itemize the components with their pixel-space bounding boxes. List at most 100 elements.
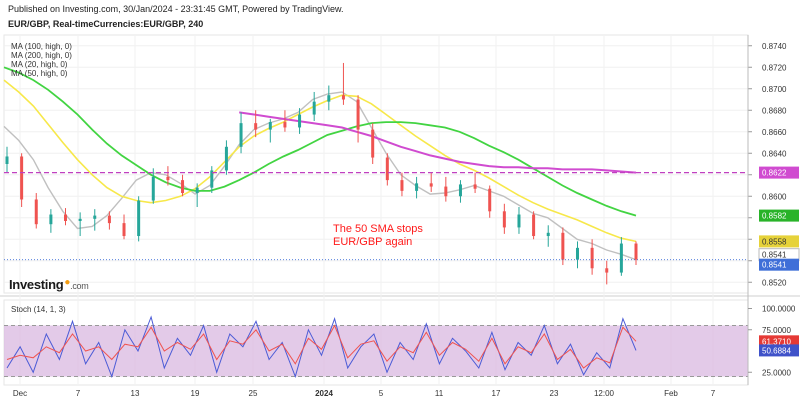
candle-body — [634, 243, 638, 260]
x-tick-label: 19 — [191, 389, 200, 398]
candle-body — [20, 156, 24, 200]
ma-label-50[interactable]: MA (50, high, 0) — [11, 69, 68, 78]
x-tick-label: Dec — [13, 389, 27, 398]
candle-body — [5, 156, 9, 164]
ma-line-1000 — [3, 66, 637, 217]
investing-logo: Investing●.com — [9, 277, 89, 292]
candle-body — [107, 215, 111, 224]
price-box-bg — [759, 209, 799, 222]
candle-body — [532, 214, 536, 237]
x-tick-label: 23 — [550, 389, 559, 398]
annotation-line-1: The 50 SMA stops — [333, 223, 423, 235]
candle-body — [268, 122, 272, 130]
candle-body — [283, 122, 287, 128]
candle-body — [444, 186, 448, 197]
logo-mark-icon: ● — [64, 277, 71, 288]
x-tick-label: 7 — [711, 389, 716, 398]
price-tick-label: 0.8660 — [762, 128, 787, 137]
stoch-box-label: 50.6884 — [762, 346, 791, 355]
chart-annotation: The 50 SMA stops EUR/GBP again — [333, 223, 423, 249]
price-box-label: 0.8541 — [762, 251, 787, 260]
price-box-bg — [759, 258, 799, 271]
candle-body — [458, 184, 462, 197]
candle-body — [78, 218, 82, 221]
candle-body — [195, 187, 199, 194]
ma-line-2000 — [239, 111, 637, 174]
candle-body — [546, 232, 550, 237]
price-box-label: 0.8622 — [762, 169, 787, 178]
price-box-label: 0.8582 — [762, 212, 787, 221]
stoch-tick-label: 100.0000 — [762, 305, 796, 314]
x-tick-label: 11 — [435, 389, 444, 398]
x-tick-label: 13 — [131, 389, 140, 398]
candle-body — [341, 95, 345, 100]
candle-body — [166, 176, 170, 181]
candle-body — [371, 129, 375, 158]
price-tick-label: 0.8700 — [762, 85, 787, 94]
candle-body — [137, 200, 141, 237]
price-tick-label: 0.8600 — [762, 192, 787, 201]
logo-suffix: .com — [70, 281, 89, 291]
price-tick-label: 0.8680 — [762, 106, 787, 115]
stoch-line-d — [6, 324, 637, 369]
candle-body — [400, 180, 404, 191]
stochastic-pane — [4, 315, 748, 379]
price-box-bg — [759, 235, 799, 248]
x-tick-label: 5 — [379, 389, 384, 398]
candle-body — [210, 170, 214, 188]
price-box-ma100: 0.8582 — [759, 209, 799, 222]
stoch-band — [4, 325, 748, 377]
candle-body — [327, 95, 331, 102]
price-tick-label: 0.8720 — [762, 63, 787, 72]
candle-body — [49, 214, 53, 225]
candle-body — [312, 101, 316, 115]
stoch-label[interactable]: Stoch (14, 1, 3) — [11, 305, 66, 314]
annotation-line-2: EUR/GBP again — [333, 236, 413, 248]
stoch-box-bg — [759, 335, 799, 348]
candle-body — [64, 214, 68, 221]
candle-body — [181, 180, 185, 194]
candle-body — [415, 183, 419, 191]
price-box-bg — [759, 166, 799, 179]
x-tick-label: 2024 — [315, 389, 333, 398]
candle-body — [122, 223, 126, 237]
x-tick-label: 7 — [76, 389, 81, 398]
candle-body — [93, 215, 97, 219]
candle-body — [385, 157, 389, 181]
ma-label-100[interactable]: MA (100, high, 0) — [11, 42, 72, 51]
price-box-label: 0.8541 — [762, 261, 787, 270]
candle-body — [488, 188, 492, 212]
published-line: Published on Investing.com, 30/Jan/2024 … — [8, 4, 344, 14]
x-tick-label: 17 — [492, 389, 501, 398]
candle-body — [224, 146, 228, 171]
price-tick-label: 0.8640 — [762, 149, 787, 158]
symbol-line: EUR/GBP, Real-timeCurrencies:EUR/GBP, 24… — [8, 19, 204, 29]
price-tick-label: 0.8520 — [762, 278, 787, 287]
candle-body — [605, 268, 609, 273]
x-tick-label: 12:00 — [594, 389, 615, 398]
price-box-last: 0.8541 — [759, 258, 799, 271]
horizontal-lines — [4, 171, 748, 261]
candle-body — [473, 184, 477, 189]
candlesticks — [5, 62, 638, 285]
ma-label-20[interactable]: MA (20, high, 0) — [11, 60, 68, 69]
stoch-tick-label: 25.0000 — [762, 368, 791, 377]
price-box-ma200: 0.8622 — [759, 166, 799, 179]
stoch-box-bg — [759, 344, 799, 357]
price-box-ma50: 0.8558 — [759, 235, 799, 248]
candle-body — [151, 176, 155, 201]
x-tick-label: Feb — [664, 389, 678, 398]
candle-body — [619, 243, 623, 273]
stoch-box-k: 50.6884 — [759, 344, 799, 357]
ma-line-500 — [3, 79, 637, 243]
candle-body — [502, 211, 506, 228]
stoch-box-d: 61.3710 — [759, 335, 799, 348]
candle-body — [590, 247, 594, 269]
candle-body — [575, 247, 579, 260]
logo-text: Investing — [9, 277, 64, 292]
price-tick-label: 0.8740 — [762, 42, 787, 51]
ma-label-200[interactable]: MA (200, high, 0) — [11, 51, 72, 60]
ma-line-200 — [3, 91, 637, 261]
